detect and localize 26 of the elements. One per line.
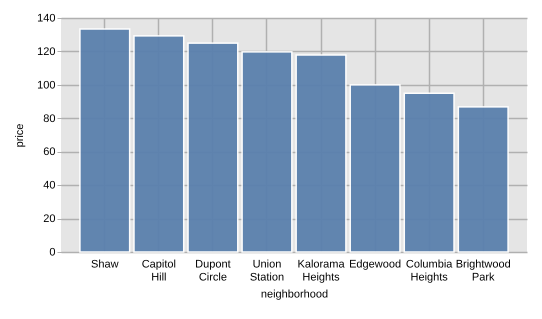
bar [295, 54, 347, 253]
x-tick-label: Columbia Heights [406, 258, 454, 284]
y-tick-label: 80 [43, 112, 56, 125]
y-tick-label: 120 [37, 46, 56, 58]
y-axis-title: price [14, 124, 26, 148]
x-tick-label: Capitol Hill [142, 258, 176, 284]
y-tick-label: 60 [43, 146, 56, 158]
bar [79, 28, 130, 253]
bar [404, 92, 455, 253]
x-tick-label: Brightwood Park [456, 258, 511, 284]
bar [187, 42, 239, 253]
bar [458, 106, 509, 253]
y-tick-label: 40 [43, 180, 56, 192]
y-tick-label: 100 [37, 79, 56, 92]
x-tick-label: Union Station [250, 258, 284, 284]
y-tick-label: 20 [43, 213, 56, 226]
x-axis-title: neighborhood [260, 288, 328, 300]
bar [133, 35, 184, 253]
bar [349, 84, 401, 253]
x-tick-label: Dupont Circle [195, 258, 231, 284]
x-tick-label: Kalorama Heights [297, 258, 346, 284]
bar [241, 51, 293, 253]
y-tick-label: 0 [49, 246, 56, 258]
x-tick-label: Edgewood [349, 258, 402, 270]
x-tick-label: Shaw [91, 258, 119, 270]
y-tick-label: 140 [37, 12, 56, 24]
